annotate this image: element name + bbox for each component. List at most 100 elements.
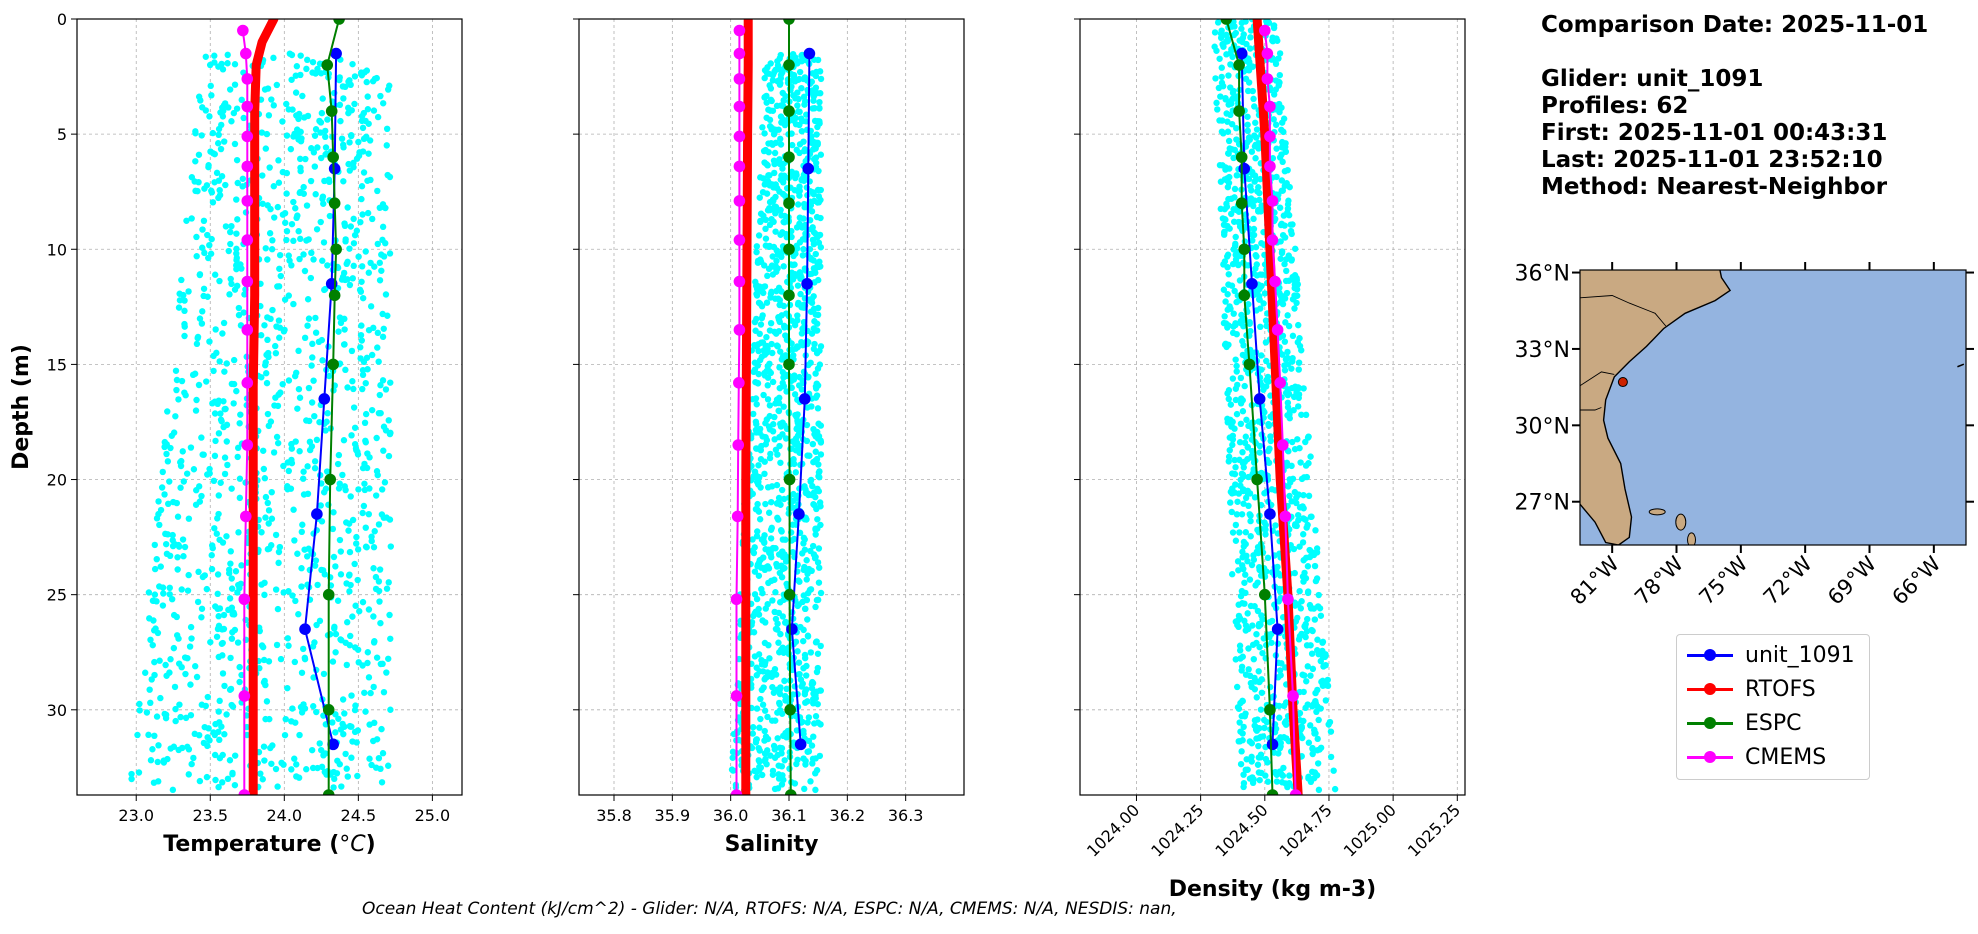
glider-scatter-point bbox=[1251, 686, 1259, 693]
glider-scatter-point bbox=[1288, 462, 1295, 470]
glider-scatter-point bbox=[780, 403, 787, 410]
glider-scatter-point bbox=[368, 761, 375, 769]
glider-scatter-point bbox=[803, 672, 810, 679]
axes-frame bbox=[578, 18, 965, 796]
glider-scatter-point bbox=[143, 709, 151, 716]
glider-scatter-point bbox=[1267, 433, 1274, 440]
glider-scatter-point bbox=[173, 386, 180, 394]
glider-scatter-point bbox=[1230, 310, 1237, 317]
glider-scatter-point bbox=[185, 771, 192, 778]
glider-profile-point bbox=[1246, 278, 1258, 290]
glider-scatter-point bbox=[326, 178, 333, 186]
glider-scatter-point bbox=[265, 353, 272, 361]
glider-scatter-point bbox=[1232, 521, 1240, 529]
glider-scatter-point bbox=[1314, 760, 1322, 767]
glider-scatter-point bbox=[230, 356, 238, 364]
glider-scatter-point bbox=[1308, 650, 1316, 657]
glider-scatter-point bbox=[757, 217, 764, 225]
glider-scatter-point bbox=[155, 742, 162, 749]
glider-scatter-point bbox=[1302, 462, 1310, 469]
glider-scatter-point bbox=[810, 700, 817, 707]
glider-scatter-point bbox=[262, 681, 269, 689]
glider-scatter-point bbox=[776, 160, 784, 168]
glider-scatter-point bbox=[179, 536, 187, 543]
glider-scatter-point bbox=[803, 421, 811, 429]
glider-scatter-point bbox=[353, 540, 360, 547]
glider-scatter-point bbox=[383, 585, 391, 592]
glider-scatter-point bbox=[757, 174, 764, 181]
glider-scatter-point bbox=[753, 532, 761, 540]
cmems-profile-point bbox=[733, 47, 746, 60]
glider-scatter-point bbox=[769, 77, 777, 84]
glider-scatter-point bbox=[776, 442, 783, 450]
glider-scatter-point bbox=[233, 387, 240, 395]
glider-scatter-point bbox=[290, 506, 297, 513]
glider-scatter-point bbox=[814, 516, 821, 523]
glider-scatter-point bbox=[363, 354, 371, 361]
glider-scatter-point bbox=[1271, 769, 1278, 776]
glider-scatter-point bbox=[1286, 411, 1293, 418]
glider-scatter-point bbox=[374, 187, 381, 195]
glider-scatter-point bbox=[381, 479, 389, 486]
glider-scatter-point bbox=[376, 566, 384, 573]
glider-scatter-point bbox=[796, 239, 804, 246]
glider-scatter-point bbox=[347, 493, 354, 500]
glider-scatter-point bbox=[804, 589, 812, 597]
glider-scatter-point bbox=[774, 709, 781, 716]
glider-scatter-point bbox=[297, 235, 304, 243]
glider-scatter-point bbox=[1256, 643, 1263, 651]
glider-scatter-point bbox=[1257, 753, 1264, 761]
glider-scatter-point bbox=[215, 177, 223, 184]
glider-scatter-point bbox=[193, 396, 200, 404]
glider-scatter-point bbox=[203, 378, 210, 385]
glider-scatter-point bbox=[768, 340, 775, 348]
glider-scatter-point bbox=[335, 451, 343, 459]
glider-scatter-point bbox=[1254, 607, 1262, 615]
espc-profile-point bbox=[783, 358, 795, 371]
glider-scatter-point bbox=[134, 731, 141, 739]
glider-scatter-point bbox=[180, 553, 187, 560]
lon-tick-label: 66°W bbox=[1887, 551, 1945, 609]
glider-scatter-point bbox=[779, 565, 786, 573]
glider-scatter-point bbox=[766, 368, 773, 375]
glider-scatter-point bbox=[1238, 712, 1245, 720]
glider-scatter-point bbox=[1239, 448, 1246, 456]
glider-scatter-point bbox=[1242, 671, 1250, 678]
glider-scatter-point bbox=[351, 728, 359, 736]
glider-scatter-point bbox=[811, 340, 818, 348]
glider-scatter-point bbox=[363, 544, 370, 551]
glider-scatter-point bbox=[1277, 292, 1284, 299]
glider-scatter-point bbox=[796, 121, 803, 129]
glider-scatter-point bbox=[319, 195, 326, 203]
glider-scatter-point bbox=[234, 444, 242, 452]
glider-scatter-point bbox=[1256, 564, 1263, 571]
glider-scatter-point bbox=[768, 262, 776, 269]
glider-scatter-point bbox=[222, 405, 229, 413]
glider-scatter-point bbox=[211, 452, 219, 460]
glider-scatter-point bbox=[784, 727, 791, 735]
glider-scatter-point bbox=[293, 773, 300, 780]
glider-scatter-point bbox=[1218, 117, 1226, 124]
glider-scatter-point bbox=[387, 635, 394, 642]
glider-scatter-point bbox=[762, 605, 769, 612]
cmems-profile-point bbox=[238, 789, 251, 795]
glider-scatter-point bbox=[750, 368, 757, 376]
glider-scatter-point bbox=[361, 480, 368, 487]
glider-scatter-point bbox=[292, 89, 300, 96]
glider-scatter-point bbox=[1294, 403, 1302, 410]
glider-scatter-point bbox=[1316, 746, 1323, 753]
glider-scatter-point bbox=[1256, 442, 1264, 450]
glider-scatter-point bbox=[814, 650, 822, 657]
glider-scatter-point bbox=[356, 608, 363, 615]
cmems-profile-point bbox=[733, 100, 746, 113]
map-frame bbox=[1579, 269, 1967, 546]
glider-scatter-point bbox=[1233, 172, 1241, 179]
glider-scatter-point bbox=[188, 215, 195, 222]
glider-scatter-point bbox=[359, 598, 367, 606]
glider-scatter-point bbox=[378, 511, 386, 518]
glider-scatter-point bbox=[729, 754, 736, 761]
glider-scatter-point bbox=[200, 451, 207, 458]
glider-scatter-point bbox=[796, 578, 803, 585]
glider-scatter-point bbox=[188, 635, 195, 642]
glider-scatter-point bbox=[1237, 476, 1244, 484]
